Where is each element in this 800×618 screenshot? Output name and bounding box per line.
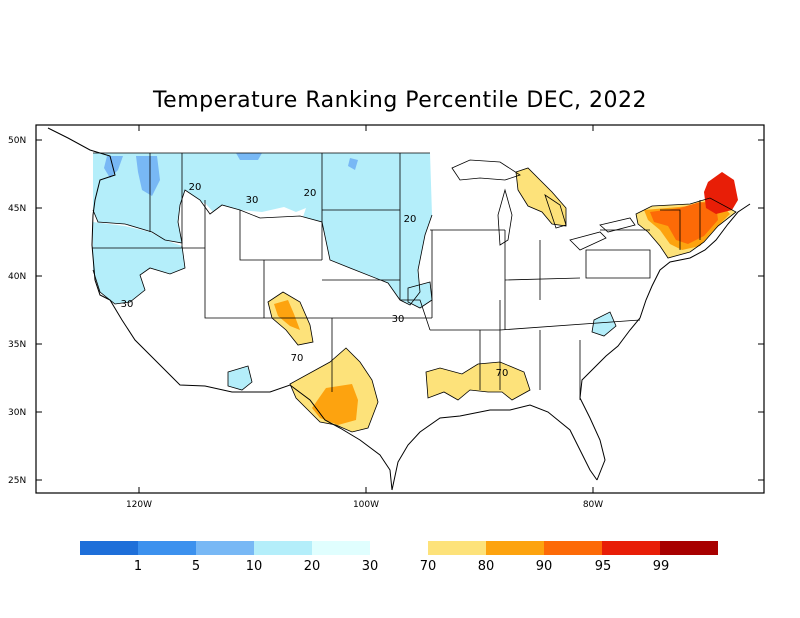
contour-label: 20: [404, 214, 417, 225]
contour-lines: [92, 167, 737, 433]
state-boundaries: [47, 127, 751, 491]
contour-labels: 20 30 20 20 30 30 70 70: [121, 182, 509, 379]
lat-tick-label: 40N: [8, 272, 26, 282]
legend-warm-swatch: [486, 541, 544, 555]
lat-tick-label: 50N: [8, 136, 26, 146]
legend-warm-labels: 70 80 90 95 99: [420, 559, 670, 574]
lat-axis: 50N 45N 40N 35N 30N 25N: [8, 136, 764, 486]
legend-warm-swatch: [602, 541, 660, 555]
state-lines: [92, 152, 701, 400]
shaded-regions: [93, 153, 738, 432]
below-20-region-north: [93, 153, 432, 305]
legend-label: 95: [595, 559, 612, 574]
legend-label: 30: [362, 559, 379, 574]
below-20-region-az: [228, 366, 252, 390]
normal-region-wyoming: [240, 207, 306, 238]
lat-tick-label: 25N: [8, 476, 26, 486]
page-title: Temperature Ranking Percentile DEC, 2022: [152, 88, 648, 113]
normal-region-idaho: [178, 200, 215, 240]
below-20-region-west: [93, 222, 185, 304]
legend-label: 99: [653, 559, 670, 574]
legend-cold-swatch: [80, 541, 138, 555]
above-80-region-co: [274, 300, 300, 330]
legend-label: 70: [420, 559, 437, 574]
below-20-region-va: [592, 312, 616, 336]
below-10-region-wa2: [136, 156, 160, 196]
map-frame: [35, 124, 765, 494]
contour-label: 20: [304, 188, 317, 199]
lon-axis: 120W 100W 80W: [126, 125, 603, 510]
above-80-region-tx: [312, 384, 358, 425]
contour-label: 70: [291, 353, 304, 364]
contour-label: 70: [496, 368, 509, 379]
legend-label: 80: [478, 559, 495, 574]
legend-label: 20: [304, 559, 321, 574]
legend-cold-swatch: [254, 541, 312, 555]
lon-tick-label: 120W: [126, 500, 152, 510]
above-90-region-ne: [650, 202, 718, 244]
contour-label: 30: [121, 299, 134, 310]
contour-label: 30: [246, 195, 259, 206]
legend: 1 5 10 20 30 70 80 90 95 99: [80, 541, 718, 574]
legend-label: 1: [134, 559, 142, 574]
contour-label: 30: [392, 314, 405, 325]
below-10-region-mt: [236, 153, 262, 160]
legend-label: 5: [192, 559, 200, 574]
lat-tick-label: 30N: [8, 408, 26, 418]
legend-cold-swatch: [196, 541, 254, 555]
legend-cold-swatch: [312, 541, 370, 555]
legend-label: 90: [536, 559, 553, 574]
contour-label: 20: [189, 182, 202, 193]
lon-tick-label: 100W: [353, 500, 379, 510]
below-10-region-nd: [348, 158, 358, 170]
lon-tick-label: 80W: [583, 500, 603, 510]
legend-cold-bar: [80, 541, 370, 555]
above-95-region-maine: [704, 172, 738, 214]
lat-tick-label: 35N: [8, 340, 26, 350]
legend-warm-swatch: [660, 541, 718, 555]
above-70-region-mi: [516, 168, 566, 226]
legend-warm-swatch: [428, 541, 486, 555]
below-10-region-wa: [104, 156, 123, 178]
legend-cold-labels: 1 5 10 20 30: [134, 559, 378, 574]
lat-tick-label: 45N: [8, 204, 26, 214]
legend-label: 10: [246, 559, 263, 574]
legend-cold-swatch: [138, 541, 196, 555]
legend-warm-bar: [428, 541, 718, 555]
below-20-region-mo: [408, 282, 432, 308]
legend-warm-swatch: [544, 541, 602, 555]
